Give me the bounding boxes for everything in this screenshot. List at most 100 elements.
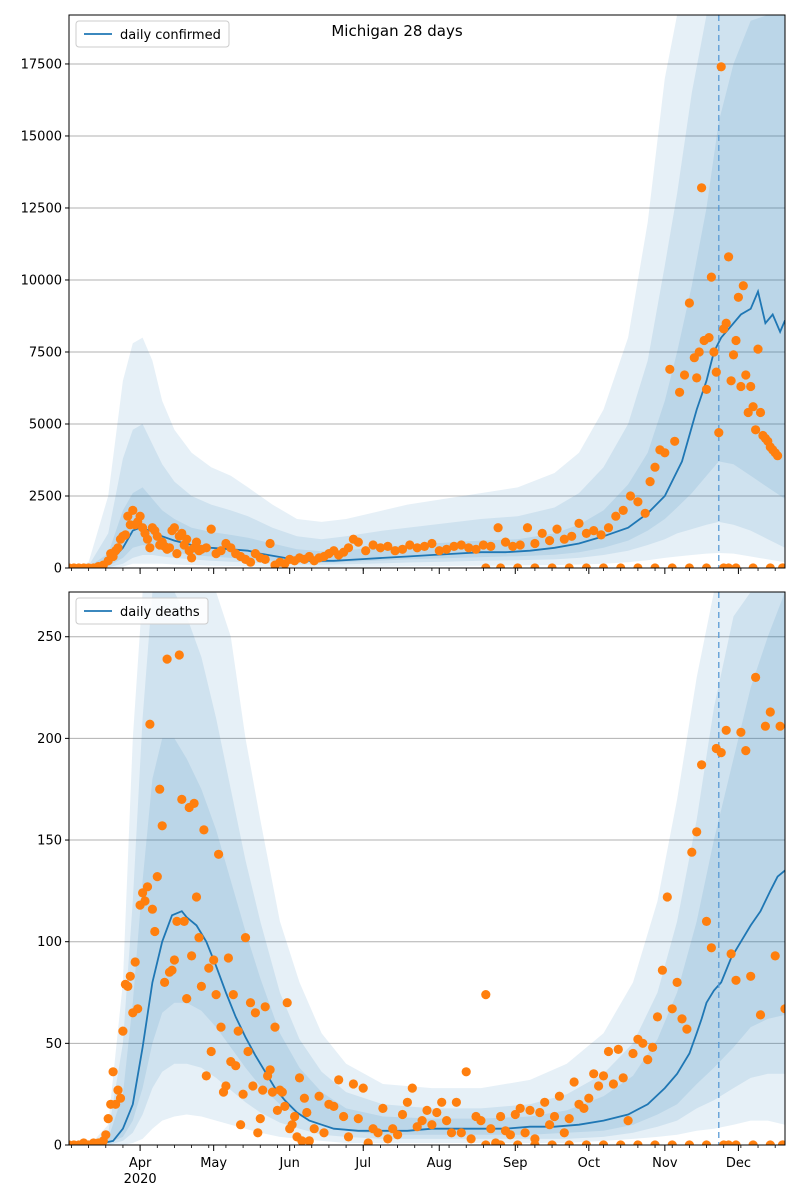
data-point [228, 990, 238, 1000]
data-point [751, 672, 761, 683]
data-point [378, 1103, 388, 1113]
data-point [731, 335, 741, 346]
data-point [697, 183, 707, 193]
data-point [701, 384, 712, 394]
data-point [442, 544, 452, 554]
data-point [464, 543, 474, 553]
data-point-zero [496, 563, 506, 568]
data-point-zero [513, 1140, 523, 1145]
data-point [383, 541, 393, 552]
data-point [363, 1138, 373, 1145]
data-point [672, 977, 682, 988]
data-point [297, 1136, 307, 1145]
data-point [373, 1128, 383, 1138]
y-tick-label: 17500 [21, 57, 62, 72]
data-point [309, 1124, 319, 1134]
data-point-zero [684, 563, 694, 568]
data-point-zero [547, 1140, 557, 1145]
data-point [535, 1107, 545, 1118]
confidence-band-3 [69, 592, 785, 1145]
data-point [260, 554, 270, 565]
data-point [481, 990, 491, 1000]
x-tick-label: Sep [503, 1156, 528, 1171]
data-point [471, 544, 481, 554]
data-point [304, 1136, 314, 1145]
data-point-zero [650, 1140, 660, 1145]
data-point [773, 451, 783, 461]
data-point [677, 1014, 687, 1024]
data-point [682, 1024, 692, 1034]
data-point [589, 526, 599, 536]
data-point [393, 1130, 403, 1140]
x-tick-label: Oct [578, 1156, 600, 1171]
data-point [299, 1093, 309, 1103]
data-point [211, 990, 221, 1000]
data-point [187, 553, 197, 563]
data-point-zero [633, 563, 643, 568]
data-point [611, 511, 621, 521]
data-point [640, 508, 650, 518]
data-point [780, 1004, 785, 1014]
data-point [728, 350, 739, 360]
data-point [169, 955, 179, 965]
data-point [596, 530, 606, 540]
data-point [319, 1128, 329, 1138]
data-point [201, 543, 211, 553]
data-point [142, 882, 153, 892]
data-point [432, 1107, 442, 1118]
data-point [258, 1085, 268, 1095]
data-point [265, 538, 275, 549]
data-point [456, 540, 466, 550]
data-point [567, 531, 577, 541]
data-point [660, 448, 670, 458]
data-point [138, 888, 148, 898]
data-point [603, 1046, 614, 1057]
figure-title: Michigan 28 days [331, 22, 462, 40]
legend-box [75, 20, 230, 48]
data-point-zero [667, 563, 677, 568]
data-point [537, 528, 547, 539]
data-point [172, 549, 182, 559]
data-point [515, 540, 525, 550]
x-tick-label: Aug [427, 1156, 452, 1171]
data-point [417, 1116, 427, 1126]
data-point [179, 916, 189, 927]
data-point [486, 541, 496, 552]
data-point [383, 1134, 393, 1144]
x-tick-label: Jul [354, 1156, 371, 1171]
data-point [486, 1124, 496, 1134]
data-point [598, 1071, 609, 1081]
data-point [496, 1111, 506, 1122]
data-point [214, 849, 224, 859]
y-tick-label: 0 [54, 1139, 62, 1154]
data-point-zero [530, 563, 540, 568]
confidence-band-1 [69, 592, 785, 1145]
data-point [755, 407, 766, 418]
data-point-zero [650, 563, 660, 568]
data-point-zero [765, 563, 775, 568]
data-point-zero [481, 563, 491, 568]
data-point [726, 376, 736, 386]
data-point [665, 364, 675, 374]
y-tick-label: 15000 [21, 129, 62, 144]
y-tick-label: 250 [37, 630, 62, 645]
data-point [618, 1073, 628, 1083]
data-point [751, 425, 761, 435]
data-point [579, 1103, 589, 1113]
data-point [643, 1055, 653, 1065]
x-tick-label: Nov [652, 1156, 678, 1171]
data-point [520, 1128, 530, 1138]
data-point [652, 1012, 663, 1022]
data-point [478, 540, 488, 550]
data-point [135, 511, 145, 521]
data-point [451, 1097, 461, 1107]
data-point [569, 1077, 579, 1087]
data-point [223, 953, 233, 963]
data-point [522, 523, 533, 533]
data-point-zero [598, 563, 609, 568]
data-point [701, 916, 712, 927]
data-point [233, 1026, 243, 1036]
data-point [650, 462, 660, 472]
data-point [174, 650, 184, 660]
data-point [552, 524, 562, 534]
